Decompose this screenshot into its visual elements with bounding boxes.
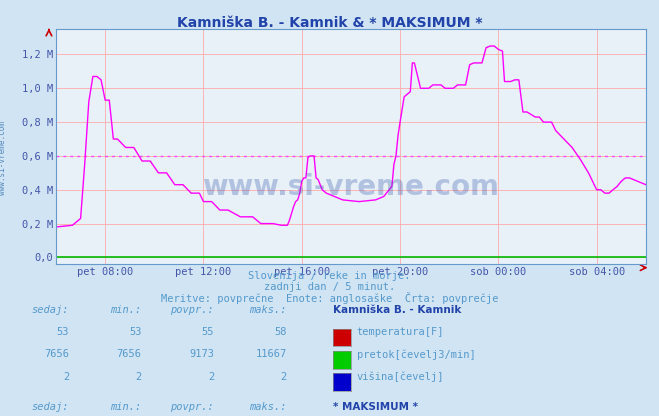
Text: 7656: 7656 xyxy=(117,349,142,359)
Text: povpr.:: povpr.: xyxy=(171,402,214,412)
Text: sedaj:: sedaj: xyxy=(32,402,69,412)
Text: 2: 2 xyxy=(281,372,287,382)
Text: * MAKSIMUM *: * MAKSIMUM * xyxy=(333,402,418,412)
Text: 53: 53 xyxy=(57,327,69,337)
Text: min.:: min.: xyxy=(111,402,142,412)
Text: sedaj:: sedaj: xyxy=(32,305,69,314)
Text: 11667: 11667 xyxy=(256,349,287,359)
Text: Meritve: povprečne  Enote: anglosaške  Črta: povprečje: Meritve: povprečne Enote: anglosaške Črt… xyxy=(161,292,498,304)
Text: zadnji dan / 5 minut.: zadnji dan / 5 minut. xyxy=(264,282,395,292)
Text: maks.:: maks.: xyxy=(249,305,287,314)
Text: 7656: 7656 xyxy=(44,349,69,359)
Text: 2: 2 xyxy=(136,372,142,382)
Text: maks.:: maks.: xyxy=(249,402,287,412)
Text: Slovenija / reke in morje.: Slovenija / reke in morje. xyxy=(248,271,411,281)
Text: min.:: min.: xyxy=(111,305,142,314)
Text: 9173: 9173 xyxy=(189,349,214,359)
Text: 55: 55 xyxy=(202,327,214,337)
Text: povpr.:: povpr.: xyxy=(171,305,214,314)
Text: 2: 2 xyxy=(63,372,69,382)
Text: Kamniška B. - Kamnik: Kamniška B. - Kamnik xyxy=(333,305,461,314)
Text: 2: 2 xyxy=(208,372,214,382)
Text: 53: 53 xyxy=(129,327,142,337)
Text: Kamniška B. - Kamnik & * MAKSIMUM *: Kamniška B. - Kamnik & * MAKSIMUM * xyxy=(177,16,482,30)
Text: www.si-vreme.com: www.si-vreme.com xyxy=(0,121,7,195)
Text: temperatura[F]: temperatura[F] xyxy=(357,327,444,337)
Text: www.si-vreme.com: www.si-vreme.com xyxy=(202,173,500,201)
Text: višina[čevelj]: višina[čevelj] xyxy=(357,372,444,382)
Text: 58: 58 xyxy=(274,327,287,337)
Text: pretok[čevelj3/min]: pretok[čevelj3/min] xyxy=(357,349,475,360)
